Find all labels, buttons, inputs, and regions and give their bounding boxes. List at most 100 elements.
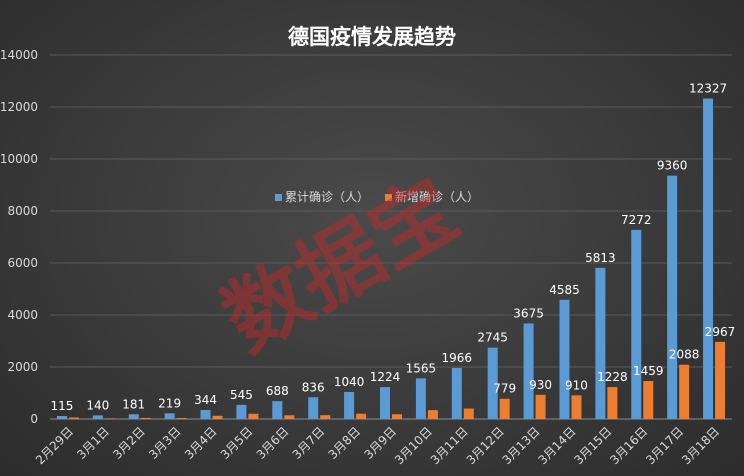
- bar-cumulative: [308, 397, 319, 419]
- x-tick-label: 3月1日: [74, 424, 112, 462]
- bar-new: [176, 418, 187, 419]
- data-label-new: 2967: [705, 325, 736, 339]
- bar-new: [463, 408, 474, 419]
- bar-cumulative: [164, 413, 175, 419]
- data-label-cumulative: 2745: [477, 331, 508, 345]
- bar-cumulative: [380, 387, 390, 419]
- bar-cumulative: [523, 323, 534, 419]
- bar-cumulative: [703, 98, 714, 420]
- data-label-cumulative: 1224: [370, 370, 401, 384]
- y-tick-label: 14000: [0, 48, 38, 62]
- y-tick-label: 6000: [7, 256, 38, 270]
- bar-cumulative: [200, 410, 211, 419]
- y-tick-label: 2000: [7, 360, 38, 374]
- bar-cumulative: [595, 267, 606, 419]
- x-tick-label: 3月8日: [326, 424, 364, 462]
- x-tick-label: 3月6日: [254, 424, 292, 462]
- legend-label: 新增确诊（人）: [395, 189, 479, 204]
- data-label-cumulative: 1966: [442, 351, 473, 365]
- data-label-cumulative: 344: [194, 393, 217, 407]
- bar-cumulative: [128, 414, 139, 419]
- legend-swatch: [275, 194, 282, 201]
- bar-new: [607, 387, 618, 419]
- bar-cumulative: [559, 299, 570, 419]
- y-tick-label: 8000: [7, 204, 38, 218]
- y-tick-label: 4000: [7, 308, 38, 322]
- bar-cumulative: [272, 401, 283, 419]
- bar-new: [212, 415, 223, 419]
- bar-new: [68, 417, 79, 419]
- y-axis: 0 2000 4000 6000 8000 10000 12000 14000: [0, 48, 38, 426]
- x-tick-label: 3月18日: [679, 424, 722, 467]
- data-label-cumulative: 545: [230, 388, 253, 402]
- y-tick-label: 10000: [0, 152, 38, 166]
- x-tick-label: 3月7日: [290, 424, 328, 462]
- x-tick-label: 3月13日: [500, 424, 543, 467]
- bar-cumulative: [344, 391, 355, 419]
- x-tick-label: 3月10日: [392, 424, 435, 467]
- data-label-cumulative: 115: [50, 399, 73, 413]
- x-tick-label: 2月29日: [33, 424, 76, 467]
- x-tick-label: 3月12日: [464, 424, 507, 467]
- bar-new: [392, 414, 402, 419]
- bar-new: [104, 418, 115, 419]
- bar-new: [643, 381, 654, 419]
- bar-cumulative: [56, 416, 67, 419]
- bar-new: [571, 395, 582, 419]
- x-tick-label: 3月2日: [110, 424, 148, 462]
- bar-new: [248, 413, 259, 419]
- data-label-cumulative: 4585: [549, 283, 580, 297]
- data-label-cumulative: 140: [86, 398, 109, 412]
- bar-new: [356, 413, 367, 419]
- data-label-cumulative: 7272: [621, 213, 652, 227]
- bar-cumulative: [236, 404, 247, 419]
- data-labels: 115 140 181 219 344 545 688 836 1040 1224 1565 1966…: [50, 81, 735, 413]
- y-tick-label: 12000: [0, 100, 38, 114]
- x-tick-label: 3月16日: [607, 424, 650, 467]
- bar-cumulative: [631, 229, 642, 419]
- bars: [56, 98, 726, 420]
- bar-cumulative: [487, 347, 498, 419]
- data-label-new: 910: [565, 378, 588, 392]
- bar-new: [715, 341, 726, 419]
- data-label-new: 1459: [633, 364, 664, 378]
- bar-new: [499, 398, 510, 419]
- bar-new: [320, 415, 331, 419]
- data-label-cumulative: 181: [122, 397, 145, 411]
- bar-new: [535, 394, 546, 419]
- data-label-cumulative: 1565: [406, 361, 437, 375]
- x-tick-label: 3月5日: [218, 424, 256, 462]
- data-label-cumulative: 219: [158, 396, 181, 410]
- bar-cumulative: [667, 175, 678, 419]
- data-label-new: 2088: [669, 348, 700, 362]
- data-label-new: 779: [493, 382, 516, 396]
- gridlines: [50, 54, 732, 420]
- data-label-cumulative: 836: [302, 380, 325, 394]
- x-tick-label: 3月17日: [643, 424, 686, 467]
- data-label-cumulative: 688: [266, 384, 289, 398]
- y-tick-label: 0: [30, 412, 38, 426]
- x-axis: 2月29日3月1日3月2日3月3日3月4日3月5日3月6日3月7日3月8日3月9…: [33, 424, 722, 467]
- bar-cumulative: [451, 367, 462, 419]
- bar-new: [679, 364, 690, 419]
- bar-new: [140, 417, 151, 419]
- data-label-new: 930: [529, 378, 552, 392]
- x-tick-label: 3月3日: [146, 424, 184, 462]
- bar-cumulative: [92, 415, 103, 419]
- x-tick-label: 3月11日: [428, 424, 471, 467]
- x-tick-label: 3月15日: [571, 424, 614, 467]
- data-label-cumulative: 1040: [334, 375, 365, 389]
- data-label-cumulative: 9360: [657, 159, 688, 173]
- legend: 累计确诊（人） 新增确诊（人）: [275, 189, 479, 204]
- bar-cumulative: [415, 378, 426, 419]
- legend-swatch: [385, 194, 392, 201]
- chart-title: 德国疫情发展趋势: [288, 25, 456, 49]
- data-label-new: 1228: [597, 370, 628, 384]
- bar-new: [284, 415, 295, 419]
- x-tick-label: 3月4日: [182, 424, 220, 462]
- data-label-cumulative: 3675: [513, 306, 544, 320]
- legend-label: 累计确诊（人）: [285, 190, 369, 204]
- data-label-cumulative: 12327: [689, 81, 727, 95]
- x-tick-label: 3月14日: [536, 424, 579, 467]
